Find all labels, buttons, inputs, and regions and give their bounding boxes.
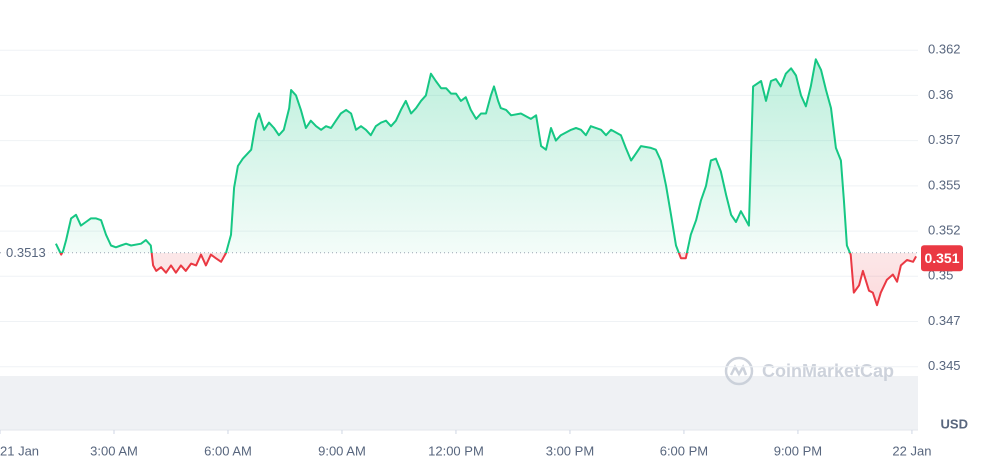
x-tick-label: 3:00 PM [546,443,594,458]
baseline-label: 0.3513 [6,245,46,260]
price-line [55,58,917,307]
y-tick-label: 0.36 [928,87,953,102]
x-tick-label: 12:00 PM [428,443,484,458]
y-tick-label: 0.355 [928,177,961,192]
baseline-label-bg [2,243,52,262]
y-tick-label: 0.352 [928,223,961,238]
y-tick-label: 0.345 [928,358,961,373]
price-badge [921,245,963,272]
y-tick-label: 0.35 [928,268,953,283]
watermark-logo-mark [729,364,748,377]
x-tick-label: 22 Jan [892,443,931,458]
volume-strip [0,376,918,430]
x-tick-label: 6:00 PM [660,443,708,458]
price-badge-label: 0.351 [924,250,959,266]
watermark-text: CoinMarketCap [762,361,894,381]
y-tick-label: 0.357 [928,132,961,147]
x-tick-label: 21 Jan [0,443,39,458]
price-area [55,59,917,306]
x-tick-label: 3:00 AM [90,443,138,458]
currency-label: USD [941,416,968,431]
watermark-logo [724,356,754,386]
x-tick-label: 6:00 AM [204,443,252,458]
y-tick-label: 0.362 [928,42,961,57]
x-tick-label: 9:00 AM [318,443,366,458]
y-tick-label: 0.347 [928,313,961,328]
watermark: CoinMarketCap [724,356,894,386]
x-tick-label: 9:00 PM [774,443,822,458]
